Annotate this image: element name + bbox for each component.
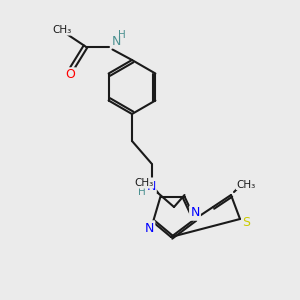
Text: H: H (118, 30, 126, 40)
Text: CH₃: CH₃ (52, 25, 71, 35)
Text: N: N (190, 206, 200, 220)
Text: O: O (66, 68, 75, 81)
Text: N: N (147, 179, 156, 193)
Text: S: S (243, 215, 250, 229)
Text: N: N (145, 221, 154, 235)
Text: CH₃: CH₃ (134, 178, 154, 188)
Text: N: N (111, 34, 121, 48)
Text: CH₃: CH₃ (236, 179, 256, 190)
Text: H: H (138, 187, 146, 197)
